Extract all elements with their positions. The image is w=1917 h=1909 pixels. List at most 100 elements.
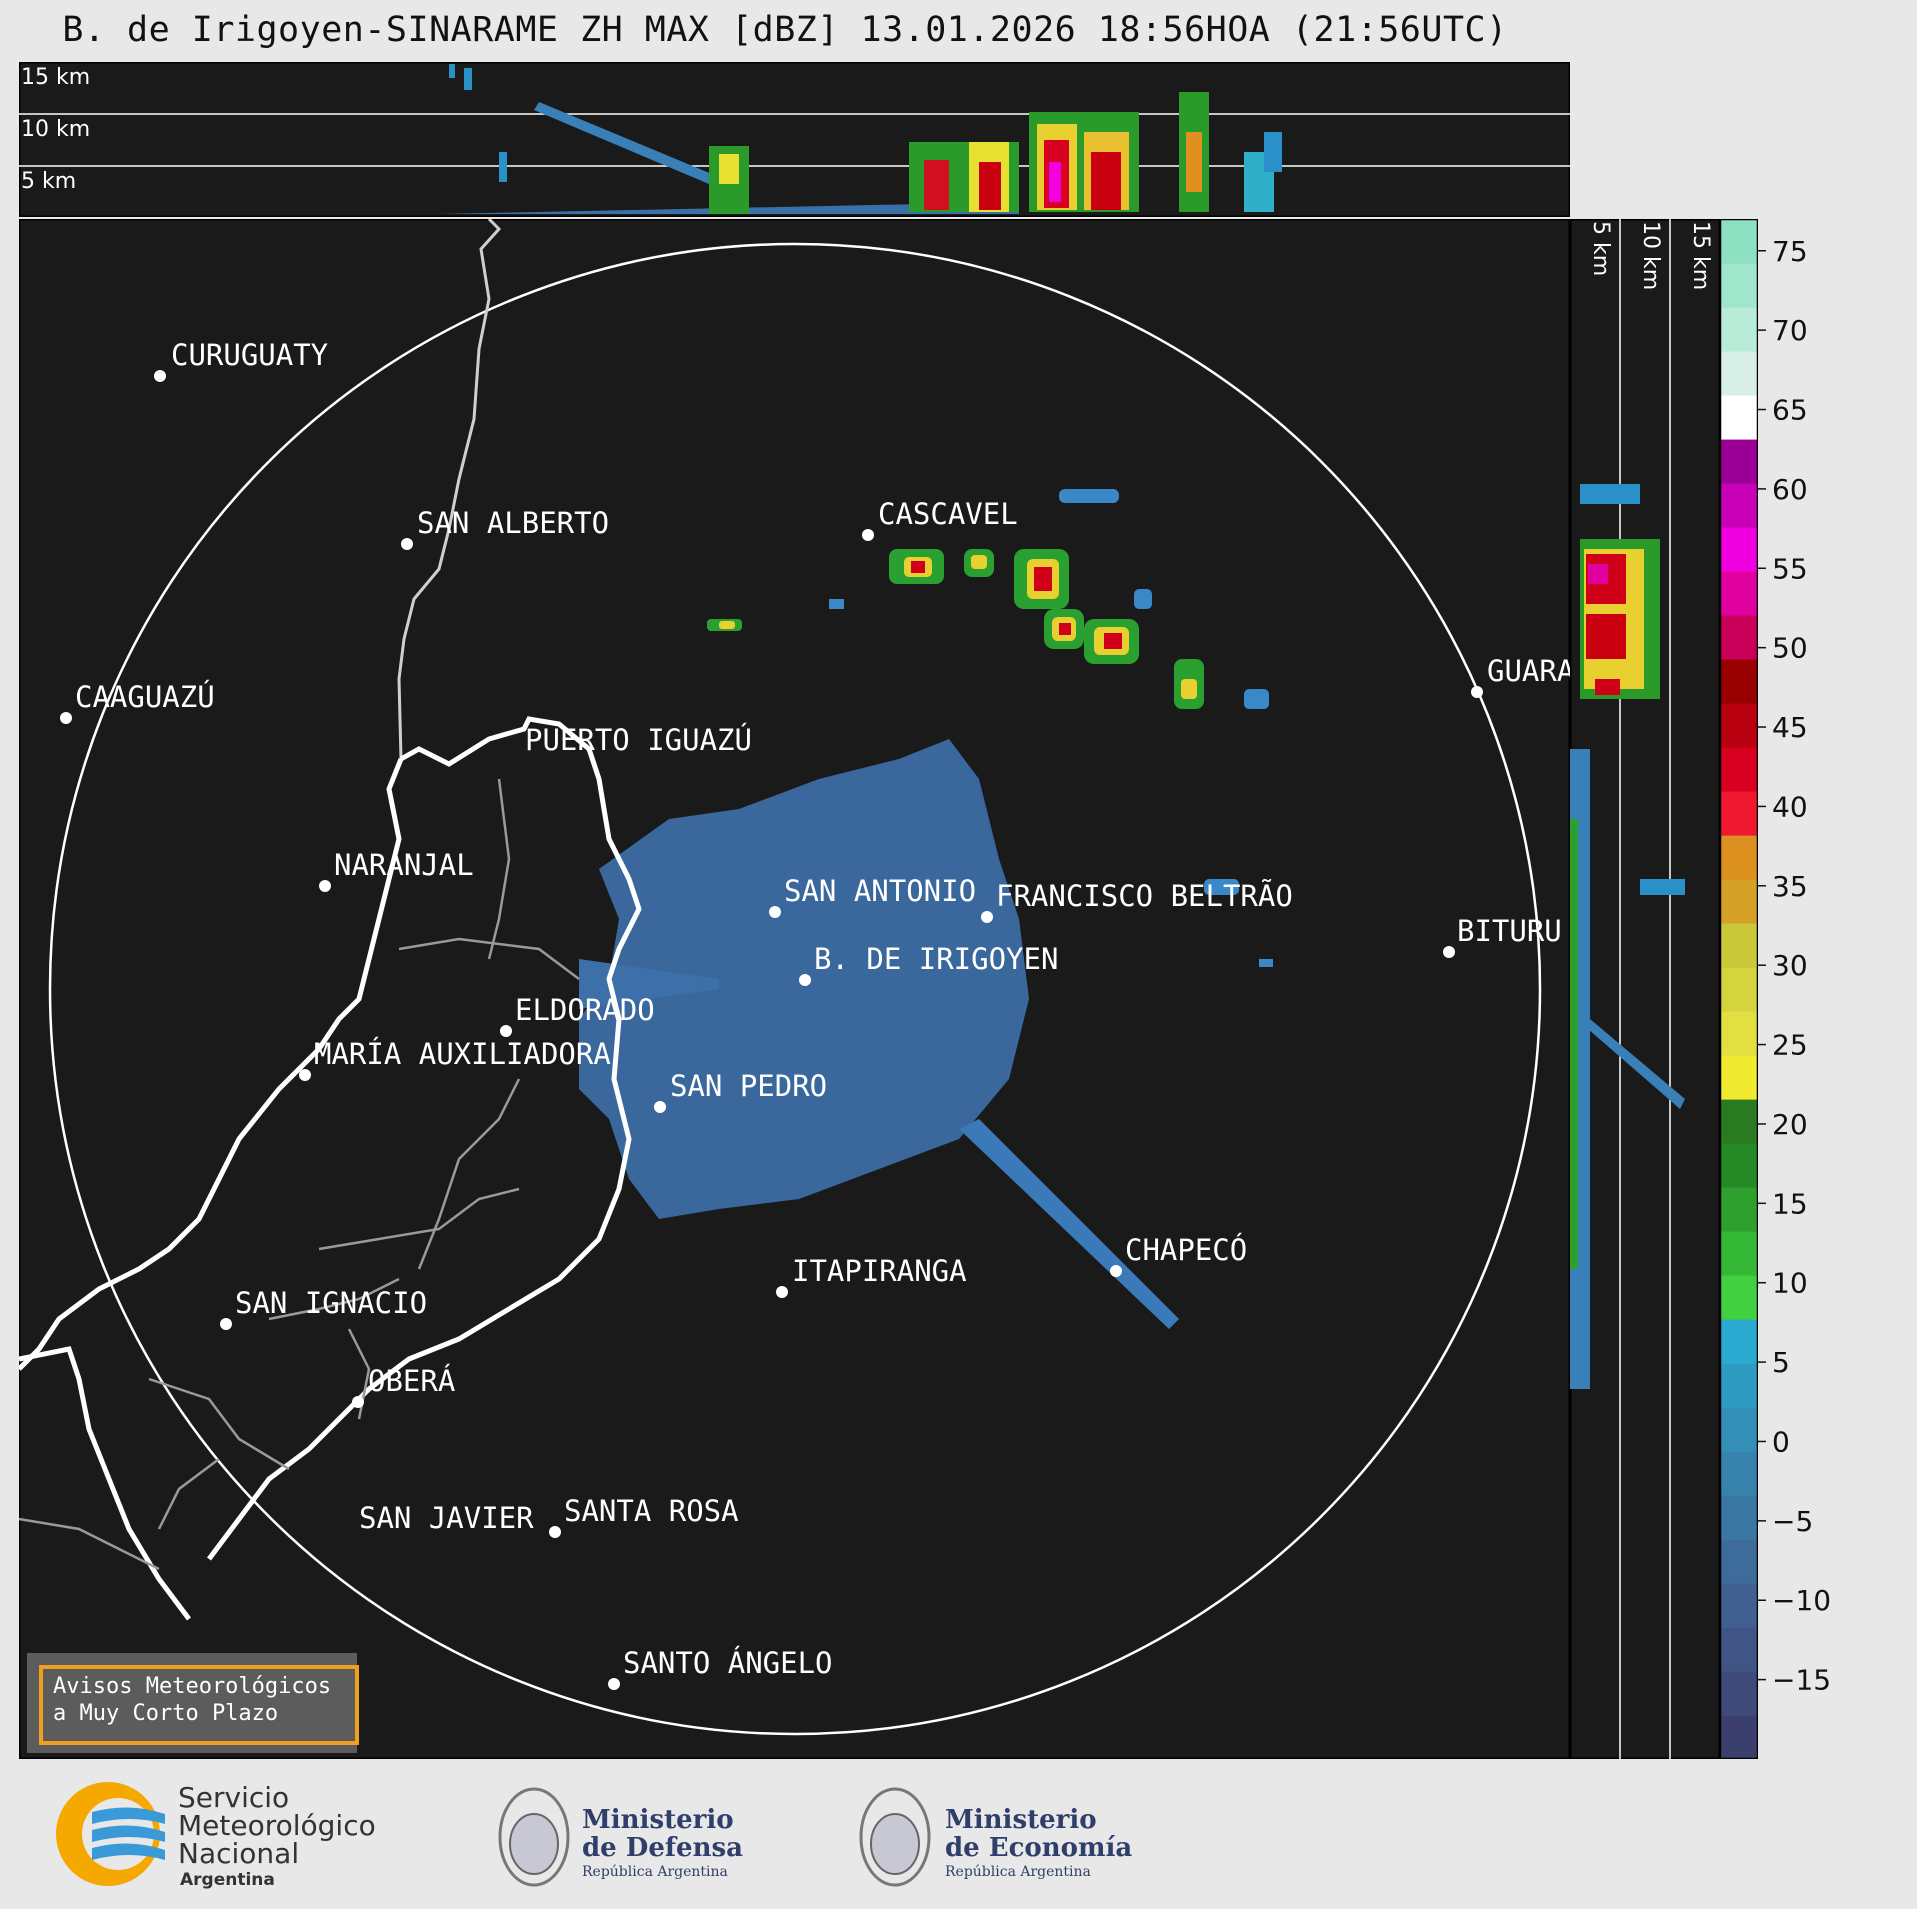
colorbar-swatch xyxy=(1720,1451,1758,1496)
colorbar-tick-label: 20 xyxy=(1772,1108,1808,1141)
city-maria-auxiliadora: MARÍA AUXILIADORA xyxy=(314,1037,611,1071)
colorbar-swatch xyxy=(1720,439,1758,484)
city-santa-rosa: SANTA ROSA xyxy=(564,1494,739,1528)
city-itapiranga: ITAPIRANGA xyxy=(792,1254,967,1288)
colorbar-swatch xyxy=(1720,1363,1758,1408)
city-puerto-iguazu: PUERTO IGUAZÚ xyxy=(525,723,752,757)
colorbar-swatch xyxy=(1720,571,1758,616)
colorbar-swatch xyxy=(1720,1627,1758,1672)
colorbar-swatch xyxy=(1720,923,1758,968)
footer-logos: Servicio Meteorológico Nacional Argentin… xyxy=(0,1762,1917,1909)
colorbar-tick-label: 5 xyxy=(1772,1346,1790,1379)
colorbar-scale xyxy=(1720,219,1758,1759)
colorbar-swatch xyxy=(1720,1495,1758,1540)
colorbar-tick-label: −10 xyxy=(1772,1584,1831,1617)
city-guara: GUARA xyxy=(1487,654,1570,688)
smn-line-1: Servicio xyxy=(178,1781,289,1814)
city-san-ignacio: SAN IGNACIO xyxy=(235,1286,427,1320)
city-cascavel: CASCAVEL xyxy=(878,497,1018,531)
borders xyxy=(19,219,642,1621)
city-bituru: BITURU xyxy=(1457,914,1562,948)
warning-line-1: Avisos Meteorológicos xyxy=(53,1674,332,1699)
top-height-label-5: 5 km xyxy=(21,169,76,194)
colorbar-swatch xyxy=(1720,395,1758,440)
city-santo-angelo: SANTO ÁNGELO xyxy=(623,1646,833,1680)
top-height-label-10: 10 km xyxy=(21,117,90,142)
city-san-javier: SAN JAVIER xyxy=(359,1501,534,1535)
defensa-line-1: Ministerio xyxy=(582,1805,734,1835)
warning-box-frame[interactable]: Avisos Meteorológicos a Muy Corto Plazo xyxy=(39,1665,359,1745)
colorbar-swatch xyxy=(1720,1583,1758,1628)
colorbar-swatch xyxy=(1720,1187,1758,1232)
colorbar-swatch xyxy=(1720,1539,1758,1584)
city-obera: OBERÁ xyxy=(368,1364,455,1398)
colorbar-tick-label: 55 xyxy=(1772,552,1808,585)
map-title: B. de Irigoyen-SINARAME ZH MAX [dBZ] 13.… xyxy=(62,10,1508,50)
side-echoes xyxy=(1570,484,1685,1389)
colorbar-tick-label: 25 xyxy=(1772,1029,1808,1062)
colorbar-ticks: 75 70 65 60 55 50 45 40 35 30 25 20 15 10 5 0 −5 −10 −15 xyxy=(1758,219,1878,1759)
side-height-label-15: 15 km xyxy=(1688,221,1713,290)
smn-logo: Servicio Meteorológico Nacional Argentin… xyxy=(56,1781,376,1890)
colorbar-swatch xyxy=(1720,351,1758,396)
colorbar-swatch xyxy=(1720,967,1758,1012)
smn-line-2: Meteorológico xyxy=(178,1809,376,1842)
economia-line-3: República Argentina xyxy=(945,1864,1091,1880)
city-naranjal: NARANJAL xyxy=(334,848,474,882)
colorbar-tick-label: 10 xyxy=(1772,1267,1808,1300)
economia-line-1: Ministerio xyxy=(945,1805,1097,1835)
colorbar-border xyxy=(1720,219,1758,1759)
colorbar-tick-label: 60 xyxy=(1772,473,1808,506)
top-echoes xyxy=(439,64,1282,214)
colorbar-tick-label: 65 xyxy=(1772,394,1808,427)
city-chapeco: CHAPECÓ xyxy=(1125,1233,1247,1267)
colorbar-swatch xyxy=(1720,1143,1758,1188)
colorbar-swatch xyxy=(1720,835,1758,880)
colorbar-tick-label: 75 xyxy=(1772,235,1808,268)
colorbar-swatch xyxy=(1720,1231,1758,1276)
colorbar-swatch xyxy=(1720,791,1758,836)
colorbar-tick-label: 0 xyxy=(1772,1425,1790,1458)
colorbar-swatch xyxy=(1720,263,1758,308)
coat-of-arms-icon xyxy=(859,1787,931,1887)
colorbar-swatch xyxy=(1720,703,1758,748)
colorbar-swatch xyxy=(1720,527,1758,572)
city-san-antonio: SAN ANTONIO xyxy=(784,874,976,908)
colorbar xyxy=(1720,219,1758,1759)
colorbar-swatch xyxy=(1720,307,1758,352)
colorbar-swatch xyxy=(1720,659,1758,704)
colorbar-tick-label: 50 xyxy=(1772,632,1808,665)
top-cross-section: 15 km 10 km 5 km xyxy=(19,62,1570,217)
colorbar-swatch xyxy=(1720,219,1758,264)
warning-line-2: a Muy Corto Plazo xyxy=(53,1701,279,1726)
defensa-logo: Ministerio de Defensa República Argentin… xyxy=(498,1787,743,1887)
warning-box[interactable]: Avisos Meteorológicos a Muy Corto Plazo xyxy=(27,1653,359,1753)
city-b-de-irigoyen: B. DE IRIGOYEN xyxy=(814,942,1058,976)
defensa-line-2: de Defensa xyxy=(582,1833,743,1863)
coat-of-arms-icon xyxy=(498,1787,570,1887)
colorbar-swatch xyxy=(1720,1319,1758,1364)
colorbar-swatch xyxy=(1720,1671,1758,1716)
colorbar-tick-label: 15 xyxy=(1772,1187,1808,1220)
defensa-line-3: República Argentina xyxy=(582,1864,728,1880)
radar-map[interactable]: CURUGUATY SAN ALBERTO CASCAVEL CAAGUAZÚ … xyxy=(19,219,1570,1759)
colorbar-tick-label: 40 xyxy=(1772,790,1808,823)
colorbar-swatch xyxy=(1720,1407,1758,1452)
smn-line-3: Nacional xyxy=(178,1837,299,1870)
colorbar-tick-label: 70 xyxy=(1772,314,1808,347)
colorbar-tick-label: 45 xyxy=(1772,711,1808,744)
colorbar-swatch xyxy=(1720,879,1758,924)
side-height-label-10: 10 km xyxy=(1638,221,1663,290)
colorbar-swatch xyxy=(1720,1715,1758,1759)
colorbar-swatch xyxy=(1720,483,1758,528)
colorbar-tick-label: 35 xyxy=(1772,870,1808,903)
colorbar-swatch xyxy=(1720,1099,1758,1144)
economia-line-2: de Economía xyxy=(945,1833,1132,1863)
city-curuguaty: CURUGUATY xyxy=(171,338,328,372)
economia-logo: Ministerio de Economía República Argenti… xyxy=(859,1787,1132,1887)
colorbar-swatch xyxy=(1720,1275,1758,1320)
colorbar-swatch xyxy=(1720,747,1758,792)
city-francisco-beltrao: FRANCISCO BELTRÃO xyxy=(996,879,1293,913)
range-ring xyxy=(48,242,1542,1736)
